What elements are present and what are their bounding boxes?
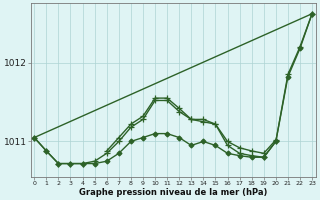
X-axis label: Graphe pression niveau de la mer (hPa): Graphe pression niveau de la mer (hPa) bbox=[79, 188, 267, 197]
